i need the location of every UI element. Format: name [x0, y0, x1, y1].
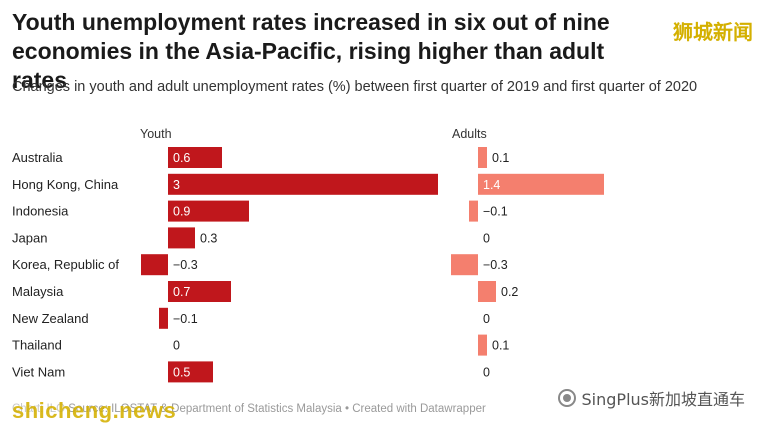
youth-bar — [168, 361, 213, 383]
youth-bar — [168, 173, 438, 195]
category-label: Viet Nam — [12, 364, 65, 379]
adults-bar — [451, 254, 478, 276]
category-label: Japan — [12, 230, 47, 245]
youth-value-label: 0.3 — [200, 231, 217, 245]
youth-value-label: −0.1 — [173, 312, 198, 326]
youth-bar — [168, 200, 249, 222]
youth-value-label: 0.9 — [173, 205, 190, 219]
chart-title: Youth unemployment rates increased in si… — [12, 9, 610, 93]
adults-value-label: −0.3 — [483, 258, 508, 272]
brand-watermark-top: 狮城新闻 — [673, 20, 753, 44]
category-label: Malaysia — [12, 284, 64, 299]
footer-prefix: Chart: ILO — [12, 403, 66, 415]
youth-bar — [168, 227, 195, 249]
adults-value-label: −0.1 — [483, 205, 508, 219]
brand-watermark-bottom-right-label: SingPlus新加坡直通车 — [581, 390, 745, 409]
category-label: Korea, Republic of — [12, 257, 119, 272]
adults-value-label: 0 — [483, 365, 490, 379]
youth-value-label: 0.5 — [173, 365, 190, 379]
youth-value-label: 3 — [173, 178, 180, 192]
adults-bar — [478, 147, 487, 168]
youth-value-label: 0.7 — [173, 285, 190, 299]
adults-value-label: 0.1 — [492, 339, 509, 353]
category-label: Indonesia — [12, 204, 69, 219]
category-label: Hong Kong, China — [12, 177, 119, 192]
category-label: Thailand — [12, 338, 62, 353]
series-header-adults: Adults — [452, 127, 487, 141]
footer-source: Source: ILOSTAT & Department of Statisti… — [68, 403, 486, 415]
chart-subtitle: Changes in youth and adult unemployment … — [12, 79, 698, 95]
brand-watermark-bottom-right: SingPlus新加坡直通车 — [557, 386, 745, 410]
brand-watermark-bottom-left: shicheng.news — [12, 398, 177, 423]
youth-value-label: 0 — [173, 339, 180, 353]
youth-bar — [141, 254, 168, 276]
adults-bar — [478, 173, 604, 195]
adults-value-label: 0 — [483, 231, 490, 245]
adults-bar — [478, 281, 496, 302]
adults-bar — [478, 334, 487, 356]
adults-value-label: 0 — [483, 312, 490, 326]
adults-value-label: 1.4 — [483, 178, 500, 192]
youth-bar — [168, 281, 231, 302]
youth-bar — [159, 307, 168, 329]
youth-value-label: −0.3 — [173, 258, 198, 272]
youth-value-label: 0.6 — [173, 151, 190, 165]
category-label: New Zealand — [12, 311, 89, 326]
adults-value-label: 0.1 — [492, 151, 509, 165]
series-header-youth: Youth — [140, 127, 172, 141]
wechat-icon — [557, 389, 576, 407]
category-label: Australia — [12, 150, 63, 165]
adults-value-label: 0.2 — [501, 285, 518, 299]
youth-bar — [168, 147, 222, 168]
adults-bar — [469, 200, 478, 222]
chart-footer: Chart: ILO Source: ILOSTAT & Department … — [12, 403, 486, 415]
